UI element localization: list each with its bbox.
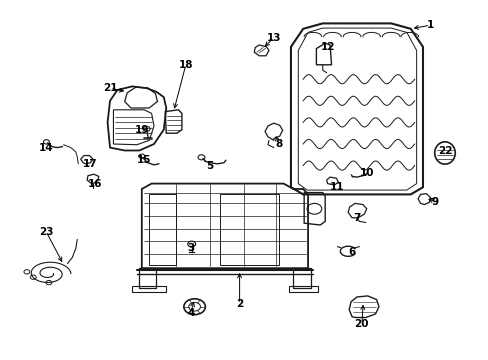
Text: 12: 12 bbox=[320, 42, 334, 52]
Text: 4: 4 bbox=[186, 308, 194, 318]
Text: 3: 3 bbox=[187, 243, 194, 253]
Text: 1: 1 bbox=[426, 20, 433, 30]
Text: 20: 20 bbox=[354, 319, 368, 329]
Text: 13: 13 bbox=[266, 33, 281, 43]
Text: 21: 21 bbox=[102, 83, 117, 93]
Text: 11: 11 bbox=[329, 182, 344, 192]
Text: 19: 19 bbox=[134, 125, 149, 135]
Text: 10: 10 bbox=[359, 168, 373, 178]
Text: 5: 5 bbox=[206, 161, 213, 171]
Text: 2: 2 bbox=[236, 299, 243, 309]
Text: 15: 15 bbox=[137, 155, 151, 165]
Text: 23: 23 bbox=[39, 227, 54, 237]
Text: 7: 7 bbox=[352, 213, 360, 223]
Text: 8: 8 bbox=[275, 139, 282, 149]
Text: 9: 9 bbox=[431, 197, 438, 207]
Text: 18: 18 bbox=[178, 60, 193, 70]
Text: 14: 14 bbox=[39, 143, 54, 153]
Text: 22: 22 bbox=[437, 146, 451, 156]
Text: 6: 6 bbox=[348, 247, 355, 257]
Text: 17: 17 bbox=[83, 159, 98, 169]
Text: 16: 16 bbox=[88, 179, 102, 189]
